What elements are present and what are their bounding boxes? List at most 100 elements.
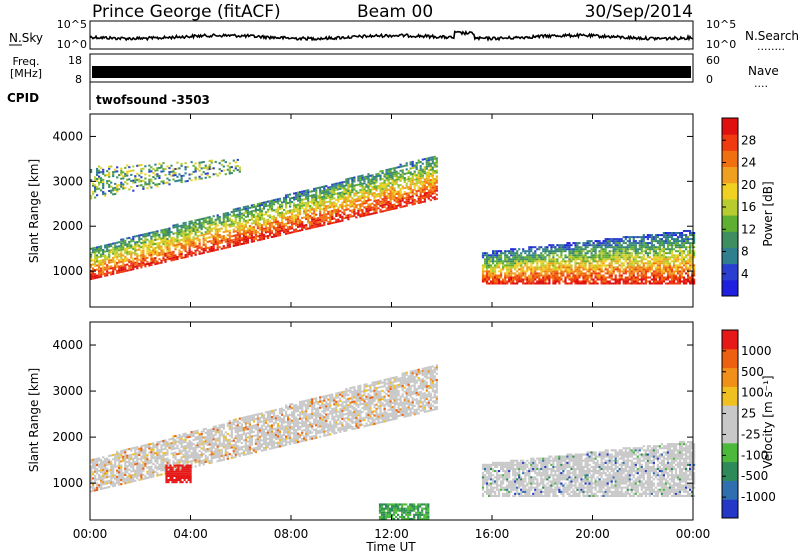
echo-cell	[680, 234, 684, 237]
echo-cell	[114, 193, 117, 195]
echo-cell	[678, 282, 682, 285]
echo-cell	[522, 258, 525, 261]
echo-cell	[596, 254, 599, 257]
echo-cell	[691, 234, 694, 237]
echo-cell	[654, 258, 657, 261]
echo-cell	[202, 225, 205, 228]
echo-cell	[222, 219, 225, 221]
echo-cell	[578, 252, 581, 255]
echo-cell	[160, 164, 163, 167]
echo-cell	[373, 208, 376, 211]
echo-cell	[411, 163, 414, 165]
echo-cell	[423, 166, 426, 169]
echo-cell	[417, 169, 420, 172]
echo-cell	[693, 254, 696, 257]
echo-cell	[180, 179, 183, 182]
echo-cell	[130, 455, 133, 458]
echo-cell	[250, 212, 253, 215]
echo-cell	[90, 259, 93, 262]
echo-cell	[246, 213, 249, 216]
echo-cell	[172, 254, 175, 257]
echo-cell	[214, 249, 217, 252]
echo-cell	[481, 254, 485, 257]
echo-cell	[494, 268, 497, 271]
echo-cell	[612, 268, 615, 271]
echo-cell	[202, 243, 205, 246]
echo-cell	[486, 254, 489, 257]
echo-cell	[208, 216, 211, 219]
echo-cell	[415, 180, 418, 183]
echo-cell	[435, 193, 438, 196]
echo-cell	[226, 246, 229, 249]
echo-cell	[206, 168, 209, 171]
echo-cell	[283, 231, 286, 234]
echo-cell	[662, 266, 665, 269]
echo-cell	[96, 248, 99, 251]
echo-cell	[628, 260, 631, 263]
echo-cell	[652, 238, 655, 241]
echo-cell	[140, 170, 143, 173]
echo-cell	[411, 201, 414, 204]
echo-cell	[160, 229, 163, 232]
echo-cell	[598, 276, 601, 279]
echo-cell	[409, 179, 412, 182]
echo-cell	[264, 205, 268, 208]
echo-cell	[122, 248, 125, 251]
echo-cell	[244, 238, 247, 241]
echo-cell	[608, 282, 611, 285]
echo-cell	[166, 250, 169, 253]
echo-cell	[369, 180, 372, 183]
echo-cell	[379, 194, 382, 197]
echo-cell	[331, 216, 334, 218]
echo-cell	[502, 264, 505, 267]
echo-cell	[94, 487, 97, 490]
echo-cell	[550, 268, 553, 271]
echo-cell	[116, 450, 119, 453]
echo-cell	[214, 243, 217, 245]
echo-cell	[411, 179, 414, 182]
echo-cell	[687, 268, 690, 271]
echo-cell	[339, 183, 342, 186]
echo-cell	[182, 240, 185, 243]
echo-cell	[548, 270, 551, 273]
echo-cell	[415, 194, 418, 197]
echo-cell	[632, 256, 635, 259]
echo-cell	[94, 476, 97, 479]
echo-cell	[327, 210, 330, 213]
echo-cell	[180, 230, 183, 233]
echo-cell	[409, 187, 412, 190]
echo-cell	[642, 274, 645, 277]
echo-cell	[526, 276, 529, 279]
echo-cell	[602, 262, 605, 265]
echo-cell	[180, 228, 183, 231]
echo-cell	[321, 190, 324, 192]
echo-cell	[228, 162, 231, 165]
echo-cell	[492, 256, 495, 259]
echo-cell	[214, 224, 217, 227]
echo-cell	[409, 201, 412, 204]
echo-cell	[369, 178, 372, 181]
echo-cell	[154, 173, 157, 176]
echo-cell	[166, 181, 169, 184]
echo-cell	[429, 179, 432, 181]
echo-cell	[100, 487, 103, 490]
echo-cell	[558, 264, 561, 267]
echo-cell	[658, 248, 661, 251]
echo-cell	[138, 262, 141, 265]
echo-cell	[536, 272, 539, 275]
echo-cell	[210, 217, 213, 220]
echo-cell	[250, 232, 253, 235]
echo-cell	[258, 216, 261, 219]
echo-cell	[588, 276, 591, 279]
echo-cell	[536, 260, 539, 263]
echo-cell	[132, 463, 135, 466]
echo-cell	[98, 465, 101, 468]
colorbar-tick-label: 28	[741, 133, 756, 147]
echo-cell	[299, 207, 302, 210]
echo-cell	[361, 215, 364, 217]
echo-cell	[584, 254, 587, 257]
echo-cell	[359, 199, 362, 202]
echo-cell	[572, 256, 575, 259]
echo-cell	[126, 237, 129, 240]
